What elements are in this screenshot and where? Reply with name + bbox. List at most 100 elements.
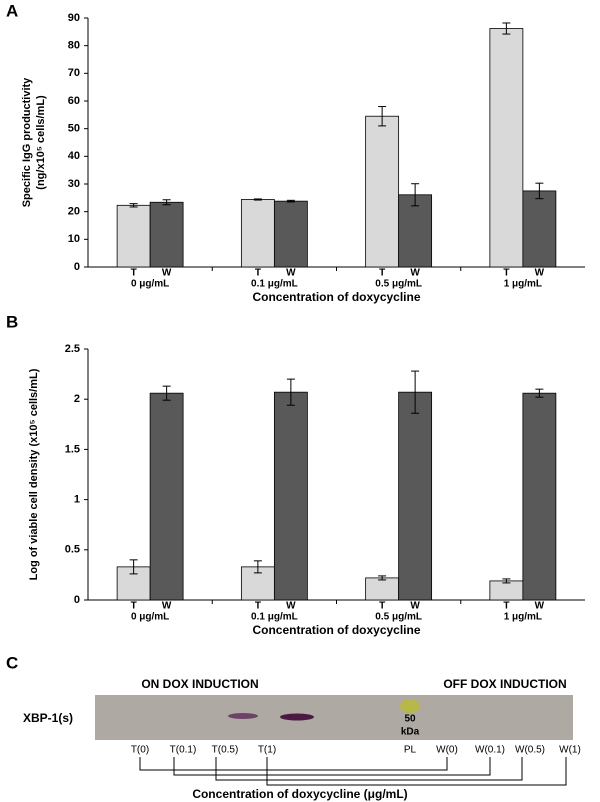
y-axis-title: Log of viable cell density (x10⁵ cells/m… — [28, 368, 40, 580]
series-label: W — [535, 268, 545, 279]
error-bar — [535, 182, 544, 200]
blot-x-label: Concentration of doxycycline (μg/mL) — [192, 787, 407, 801]
error-bar — [162, 385, 171, 401]
y-axis-title: Specific IgG productivity — [21, 77, 33, 207]
x-axis-title: Concentration of doxycycline — [252, 290, 420, 304]
error-bar — [286, 378, 295, 406]
lane-label: T(0.1) — [170, 745, 197, 756]
x-tick-label: 1 μg/mL — [504, 612, 542, 623]
x-tick-label: 0.1 μg/mL — [251, 612, 298, 623]
marker-spot — [400, 699, 420, 713]
x-tick-label: 0 μg/mL — [131, 612, 169, 623]
bar — [489, 28, 524, 268]
lane-label: W(1) — [559, 745, 581, 756]
error-bar — [411, 183, 420, 207]
lane-label: T(0) — [131, 745, 149, 756]
y-tick-label: 2.5 — [65, 343, 80, 355]
series-label: T — [131, 601, 137, 612]
bar — [489, 580, 524, 601]
series-label: T — [131, 268, 137, 279]
x-axis-title: Concentration of doxycycline — [252, 623, 420, 637]
series-label: W — [162, 268, 172, 279]
x-tick-label: 0.5 μg/mL — [375, 279, 422, 290]
series-label: W — [162, 601, 172, 612]
series-label: T — [503, 268, 509, 279]
error-bar — [502, 578, 511, 584]
series-label: T — [379, 268, 385, 279]
error-bar — [378, 575, 387, 581]
error-bar — [411, 370, 420, 414]
y-tick-label: 70 — [68, 67, 80, 79]
x-tick-label: 0.5 μg/mL — [375, 612, 422, 623]
bar — [273, 391, 308, 601]
error-bar — [129, 559, 138, 575]
y-tick-label: 40 — [68, 150, 80, 162]
error-bar — [253, 560, 262, 574]
series-label: T — [503, 601, 509, 612]
x-tick-label: 1 μg/mL — [504, 279, 542, 290]
bar — [365, 577, 400, 601]
series-label: W — [286, 268, 296, 279]
error-bar — [162, 199, 171, 206]
y-tick-label: 60 — [68, 95, 80, 107]
bar — [149, 201, 184, 268]
series-label: T — [255, 601, 261, 612]
blot-band — [228, 713, 258, 719]
y-tick-label: 10 — [68, 233, 80, 245]
y-tick-label: 2 — [74, 393, 80, 405]
x-tick-label: 0.1 μg/mL — [251, 279, 298, 290]
marker-label: 50 — [404, 714, 416, 725]
series-label: W — [410, 601, 420, 612]
lane-label: T(0.5) — [212, 745, 239, 756]
y-tick-label: 80 — [68, 40, 80, 52]
bar — [522, 392, 557, 601]
y-tick-label: 0.5 — [65, 544, 80, 556]
lane-label: T(1) — [258, 745, 276, 756]
panel-label: B — [6, 312, 18, 331]
series-label: W — [410, 268, 420, 279]
series-label: T — [255, 268, 261, 279]
lane-label: W(0.1) — [475, 745, 505, 756]
error-bar — [129, 203, 138, 208]
bar — [398, 194, 433, 268]
series-label: W — [286, 601, 296, 612]
marker-label: kDa — [401, 727, 420, 738]
bar — [365, 115, 400, 268]
error-bar — [535, 388, 544, 398]
series-label: T — [379, 601, 385, 612]
error-bar — [502, 22, 511, 35]
lane-label: PL — [404, 745, 417, 756]
error-bar — [286, 199, 295, 203]
blot-header: OFF DOX INDUCTION — [443, 677, 566, 691]
error-bar — [378, 106, 387, 127]
bar — [240, 199, 275, 268]
lane-label: W(0.5) — [515, 745, 545, 756]
protein-label: XBP-1(s) — [23, 711, 73, 725]
bar — [116, 204, 151, 268]
y-tick-label: 0 — [74, 261, 80, 273]
lane-brackets — [139, 757, 567, 786]
panel-label: C — [6, 653, 18, 672]
bar — [398, 391, 433, 601]
y-tick-label: 1 — [74, 494, 80, 506]
lane-label: W(0) — [436, 745, 458, 756]
blot-band — [280, 713, 314, 721]
error-bar — [253, 198, 262, 201]
series-label: W — [535, 601, 545, 612]
y-tick-label: 0 — [74, 594, 80, 606]
bar — [149, 392, 184, 601]
y-tick-label: 30 — [68, 178, 80, 190]
blot-header: ON DOX INDUCTION — [141, 677, 258, 691]
y-tick-label: 20 — [68, 206, 80, 218]
y-tick-label: 50 — [68, 123, 80, 135]
y-tick-label: 90 — [68, 12, 80, 24]
blot-membrane — [95, 695, 573, 740]
bar — [273, 200, 308, 268]
bar — [522, 190, 557, 268]
blot-panel: ON DOX INDUCTION OFF DOX INDUCTION XBP-1… — [23, 677, 573, 801]
y-axis-title: (ng/x10⁵ cells/mL) — [35, 95, 47, 190]
x-tick-label: 0 μg/mL — [131, 279, 169, 290]
y-tick-label: 1.5 — [65, 443, 80, 455]
panel-label: A — [6, 1, 18, 20]
